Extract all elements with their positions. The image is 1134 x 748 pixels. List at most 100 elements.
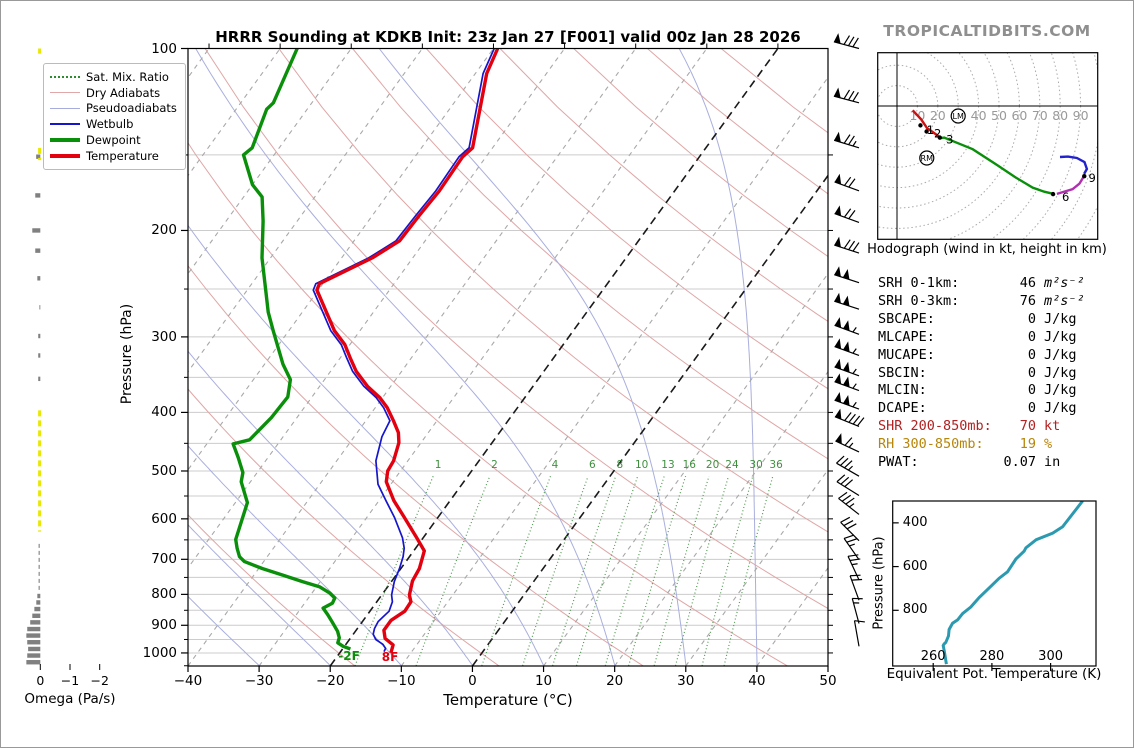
stat-value: 70 bbox=[1019, 418, 1036, 435]
wind-barb bbox=[834, 338, 860, 357]
omega-bar bbox=[26, 660, 41, 665]
svg-text:8F: 8F bbox=[382, 650, 399, 664]
pressure-tick-label: 1000 bbox=[142, 644, 177, 661]
stat-value: 76 bbox=[1019, 292, 1036, 309]
thetae-xtick-label: 300 bbox=[1038, 649, 1063, 664]
wind-barb bbox=[833, 33, 860, 50]
svg-text:30: 30 bbox=[749, 459, 762, 471]
omega-tick-label: 0 bbox=[36, 673, 45, 688]
thetae-ytick-label: 800 bbox=[902, 602, 928, 618]
stat-label: DCAPE: bbox=[878, 400, 927, 417]
wind-barb bbox=[849, 574, 863, 601]
pressure-tick-label: 300 bbox=[151, 328, 177, 345]
skewt-xlabel: Temperature (°C) bbox=[443, 691, 573, 709]
svg-text:13: 13 bbox=[661, 459, 674, 471]
svg-text:80: 80 bbox=[1052, 108, 1068, 123]
legend-item: Sat. Mix. Ratio bbox=[50, 69, 177, 85]
stat-row: SBCIN: 0 J/kg bbox=[878, 365, 1106, 383]
stat-row: SHR 200-850mb: 70 kt bbox=[878, 418, 1106, 436]
stat-row: MLCIN: 0 J/kg bbox=[878, 382, 1106, 400]
pressure-tick-label: 500 bbox=[151, 462, 177, 479]
stat-value: 0 bbox=[1027, 382, 1036, 399]
thetae-xtick-label: 260 bbox=[920, 649, 946, 664]
svg-text:2: 2 bbox=[934, 127, 941, 141]
stat-label: SRH 0-1km: bbox=[878, 275, 960, 291]
page-title: HRRR Sounding at KDKB Init: 23z Jan 27 [… bbox=[215, 28, 801, 46]
svg-text:20: 20 bbox=[706, 459, 719, 471]
legend-item: Wetbulb bbox=[50, 116, 177, 132]
temperature-tick-label: −20 bbox=[315, 673, 345, 689]
svg-text:16: 16 bbox=[683, 459, 697, 471]
stat-label: RH 300-850mb: bbox=[878, 436, 984, 453]
temperature-tick-label: −30 bbox=[244, 673, 274, 689]
legend-item: Dry Adiabats bbox=[50, 85, 177, 101]
pressure-tick-label: 600 bbox=[151, 510, 177, 527]
omega-bar bbox=[32, 613, 41, 618]
omega-bar bbox=[28, 646, 41, 652]
stat-label: SRH 0-3km: bbox=[878, 292, 960, 309]
stat-row: SRH 0-3km: 76 m²s⁻² bbox=[878, 293, 1106, 311]
omega-bar bbox=[32, 228, 41, 233]
stat-label: SHR 200-850mb: bbox=[878, 418, 992, 435]
stat-value: 0.07 bbox=[1003, 454, 1036, 471]
svg-text:70: 70 bbox=[1032, 108, 1048, 123]
legend-label: Temperature bbox=[86, 148, 159, 163]
omega-bar bbox=[37, 593, 41, 599]
svg-text:LM: LM bbox=[953, 112, 964, 121]
legend-label: Wetbulb bbox=[86, 117, 134, 132]
stat-unit: J/kg bbox=[1044, 382, 1077, 399]
wind-barb bbox=[834, 373, 860, 392]
pressure-tick-label: 800 bbox=[151, 586, 177, 603]
stat-value: 0 bbox=[1027, 346, 1036, 363]
theta-e-trace bbox=[941, 501, 1084, 665]
wind-barb bbox=[834, 236, 860, 254]
legend-line-sample bbox=[50, 138, 80, 143]
wind-barb bbox=[843, 534, 860, 561]
storm-motion-LM bbox=[950, 108, 966, 124]
omega-bar bbox=[36, 154, 41, 159]
thetae-ylabel: Pressure (hPa) bbox=[871, 536, 887, 630]
pressure-tick-label: 700 bbox=[151, 551, 177, 568]
svg-text:1: 1 bbox=[435, 459, 442, 471]
temperature-tick-label: −10 bbox=[387, 673, 416, 689]
stat-value: 0 bbox=[1027, 328, 1036, 345]
wind-barb bbox=[834, 358, 860, 377]
omega-bar bbox=[38, 353, 41, 358]
dewpoint-trace bbox=[231, 48, 351, 651]
wind-barb bbox=[834, 391, 860, 410]
temperature-trace bbox=[315, 48, 500, 654]
omega-bar bbox=[27, 626, 41, 632]
stat-row: RH 300-850mb: 19% bbox=[878, 436, 1106, 454]
stat-label: MUCAPE: bbox=[878, 346, 935, 363]
pressure-tick-label: 100 bbox=[151, 40, 177, 57]
temperature-tick-label: 20 bbox=[606, 673, 624, 689]
omega-bar bbox=[38, 376, 41, 382]
stat-unit: m²s⁻² bbox=[1044, 275, 1085, 291]
wind-barb bbox=[853, 620, 865, 647]
wind-barb bbox=[834, 317, 860, 335]
svg-text:6: 6 bbox=[1062, 190, 1069, 204]
svg-text:10: 10 bbox=[635, 459, 648, 471]
legend-line-sample bbox=[50, 123, 80, 126]
stat-value: 0 bbox=[1027, 364, 1036, 381]
stat-unit: in bbox=[1044, 454, 1061, 471]
svg-text:9: 9 bbox=[1088, 171, 1095, 185]
pressure-tick-label: 900 bbox=[151, 617, 177, 634]
stat-unit: J/kg bbox=[1044, 364, 1077, 381]
legend: Sat. Mix. Ratio Dry Adiabats Pseudoadiabat… bbox=[43, 63, 186, 170]
legend-label: Dry Adiabats bbox=[86, 85, 161, 100]
wind-barb bbox=[851, 597, 863, 624]
svg-text:40: 40 bbox=[971, 108, 987, 123]
wind-barb bbox=[833, 131, 860, 149]
wind-barb bbox=[840, 516, 860, 542]
omega-bar bbox=[35, 248, 41, 253]
stat-label: SBCAPE: bbox=[878, 310, 935, 327]
wind-barb bbox=[834, 205, 860, 224]
stat-unit: J/kg bbox=[1044, 346, 1077, 363]
hodograph-caption: Hodograph (wind in kt, height in km) bbox=[867, 242, 1107, 257]
svg-text:2: 2 bbox=[491, 459, 498, 471]
svg-text:36: 36 bbox=[769, 459, 783, 471]
stat-label: MLCIN: bbox=[878, 382, 927, 399]
temperature-tick-label: 50 bbox=[819, 673, 837, 689]
